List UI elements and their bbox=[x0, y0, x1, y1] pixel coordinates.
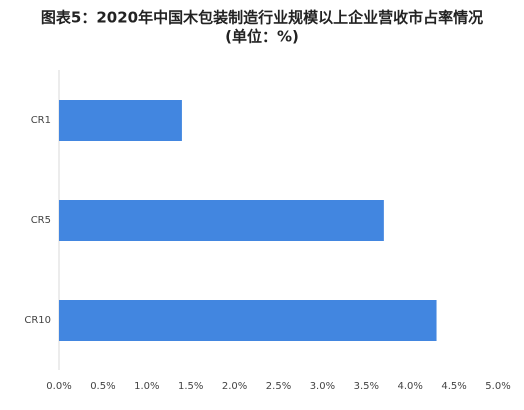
x-tick-label: 4.0% bbox=[397, 381, 422, 392]
y-tick-label: CR1 bbox=[31, 115, 51, 126]
x-tick-label: 1.5% bbox=[178, 381, 203, 392]
chart-subtitle: (单位：%) bbox=[225, 28, 299, 46]
x-tick-label: 3.5% bbox=[354, 381, 379, 392]
chart-title: 图表5：2020年中国木包装制造行业规模以上企业营收市占率情况 bbox=[41, 9, 483, 27]
x-tick-label: 0.0% bbox=[46, 381, 71, 392]
x-tick-label: 0.5% bbox=[90, 381, 115, 392]
bar bbox=[59, 200, 384, 241]
x-tick-label: 5.0% bbox=[485, 381, 510, 392]
y-tick-label: CR5 bbox=[31, 215, 51, 226]
x-tick-label: 2.5% bbox=[266, 381, 291, 392]
bar bbox=[59, 300, 437, 341]
x-tick-label: 1.0% bbox=[134, 381, 159, 392]
x-tick-label: 4.5% bbox=[441, 381, 466, 392]
y-tick-label: CR10 bbox=[24, 315, 51, 326]
x-tick-label: 3.0% bbox=[310, 381, 335, 392]
bar bbox=[59, 100, 182, 141]
x-tick-label: 2.0% bbox=[222, 381, 247, 392]
